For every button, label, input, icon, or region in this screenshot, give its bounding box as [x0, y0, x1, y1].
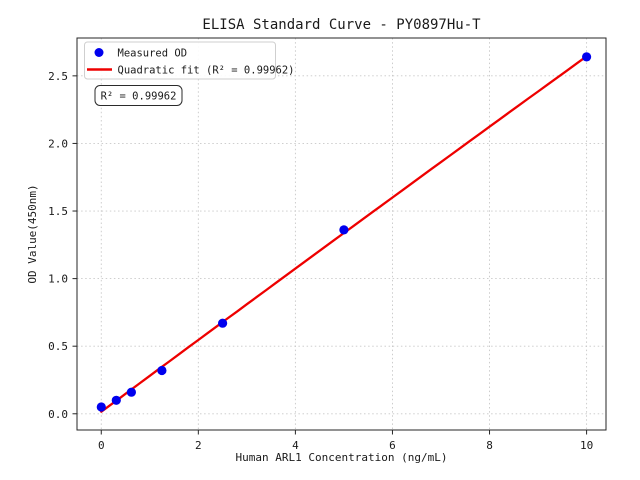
- r-squared-annotation: R² = 0.99962: [94, 85, 183, 106]
- r-squared-box: [94, 85, 183, 106]
- r-squared-text: R² = 0.99962: [101, 91, 177, 103]
- measured-od-point: [582, 52, 592, 62]
- tick-layer: 0 2 4 6 8 10 0.0 0.5 1.0 1.5 2.0 2.5: [48, 70, 593, 452]
- y-tick-label: 0.0: [48, 408, 68, 421]
- legend: Measured OD Quadratic fit (R² = 0.99962): [84, 41, 295, 80]
- legend-label-measured-od: Measured OD: [118, 48, 188, 60]
- legend-label-quadratic-fit: Quadratic fit (R² = 0.99962): [118, 65, 295, 77]
- measured-od-point: [126, 387, 136, 397]
- x-tick-label: 0: [98, 439, 105, 452]
- x-axis-label: Human ARL1 Concentration (ng/mL): [236, 451, 448, 464]
- x-tick-label: 2: [195, 439, 202, 452]
- y-tick-label: 2.5: [48, 70, 68, 83]
- measured-od-point: [96, 402, 106, 412]
- measured-od-point: [157, 365, 167, 376]
- y-tick-label: 0.5: [48, 340, 68, 353]
- x-tick-label: 8: [486, 439, 493, 452]
- series-layer: [96, 52, 592, 413]
- measured-od-point: [218, 318, 228, 328]
- y-axis-label: OD Value(450nm): [26, 184, 39, 283]
- y-tick-label: 1.5: [48, 205, 68, 218]
- y-tick-label: 1.0: [48, 273, 68, 286]
- x-tick-label: 10: [580, 439, 593, 452]
- measured-od-point: [339, 225, 349, 235]
- measured-od-point: [111, 395, 121, 405]
- y-tick-label: 2.0: [48, 137, 68, 150]
- plot-frame: [76, 37, 607, 431]
- chart-title: ELISA Standard Curve - PY0897Hu-T: [202, 17, 481, 33]
- x-tick-label: 6: [389, 439, 396, 452]
- legend-marker-measured-od-icon: [94, 48, 104, 57]
- x-tick-label: 4: [292, 439, 299, 452]
- legend-box: [84, 41, 276, 80]
